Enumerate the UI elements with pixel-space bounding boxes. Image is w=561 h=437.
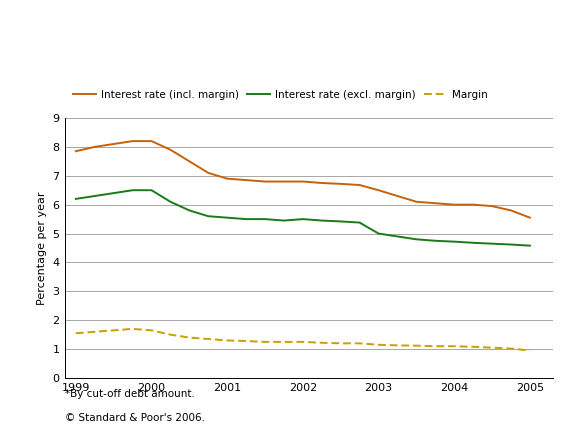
Y-axis label: Percentage per year: Percentage per year <box>37 191 47 305</box>
Text: Chart 1: Weighted-Average Interest Rate, Interest Rate Before Margin, and Loan
M: Chart 1: Weighted-Average Interest Rate,… <box>8 23 546 51</box>
Text: *By cut-off debt amount.: *By cut-off debt amount. <box>65 389 195 399</box>
Text: © Standard & Poor's 2006.: © Standard & Poor's 2006. <box>65 413 205 423</box>
Legend: Interest rate (incl. margin), Interest rate (excl. margin), Margin: Interest rate (incl. margin), Interest r… <box>68 86 493 104</box>
